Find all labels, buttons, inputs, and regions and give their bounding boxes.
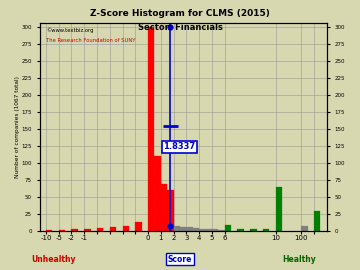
Bar [148, 26, 154, 231]
Bar [84, 229, 91, 231]
Bar [193, 228, 199, 231]
Bar [199, 229, 206, 231]
Bar [167, 190, 174, 231]
Y-axis label: Number of companies (1067 total): Number of companies (1067 total) [15, 76, 20, 178]
Bar [218, 230, 225, 231]
Bar [135, 222, 142, 231]
Bar [97, 228, 103, 231]
Bar [180, 227, 186, 231]
Bar [59, 230, 65, 231]
Bar [154, 156, 161, 231]
Bar [186, 227, 193, 231]
Text: ©www.textbiz.org: ©www.textbiz.org [46, 27, 93, 33]
Bar [276, 187, 282, 231]
Text: Sector: Financials: Sector: Financials [138, 23, 222, 32]
Bar [110, 227, 116, 231]
Text: The Research Foundation of SUNY: The Research Foundation of SUNY [46, 38, 135, 43]
Text: Unhealthy: Unhealthy [32, 255, 76, 264]
Bar [71, 229, 78, 231]
Bar [174, 226, 180, 231]
Bar [206, 229, 212, 231]
Bar [301, 226, 308, 231]
Text: Healthy: Healthy [282, 255, 316, 264]
Bar [250, 229, 257, 231]
Bar [46, 230, 52, 231]
Bar [263, 229, 269, 231]
Bar [161, 184, 167, 231]
Text: 1.8337: 1.8337 [163, 142, 195, 151]
Text: Score: Score [168, 255, 192, 264]
Bar [225, 225, 231, 231]
Bar [314, 211, 320, 231]
Text: Z-Score Histogram for CLMS (2015): Z-Score Histogram for CLMS (2015) [90, 9, 270, 18]
Bar [238, 229, 244, 231]
Bar [122, 226, 129, 231]
Bar [212, 229, 218, 231]
